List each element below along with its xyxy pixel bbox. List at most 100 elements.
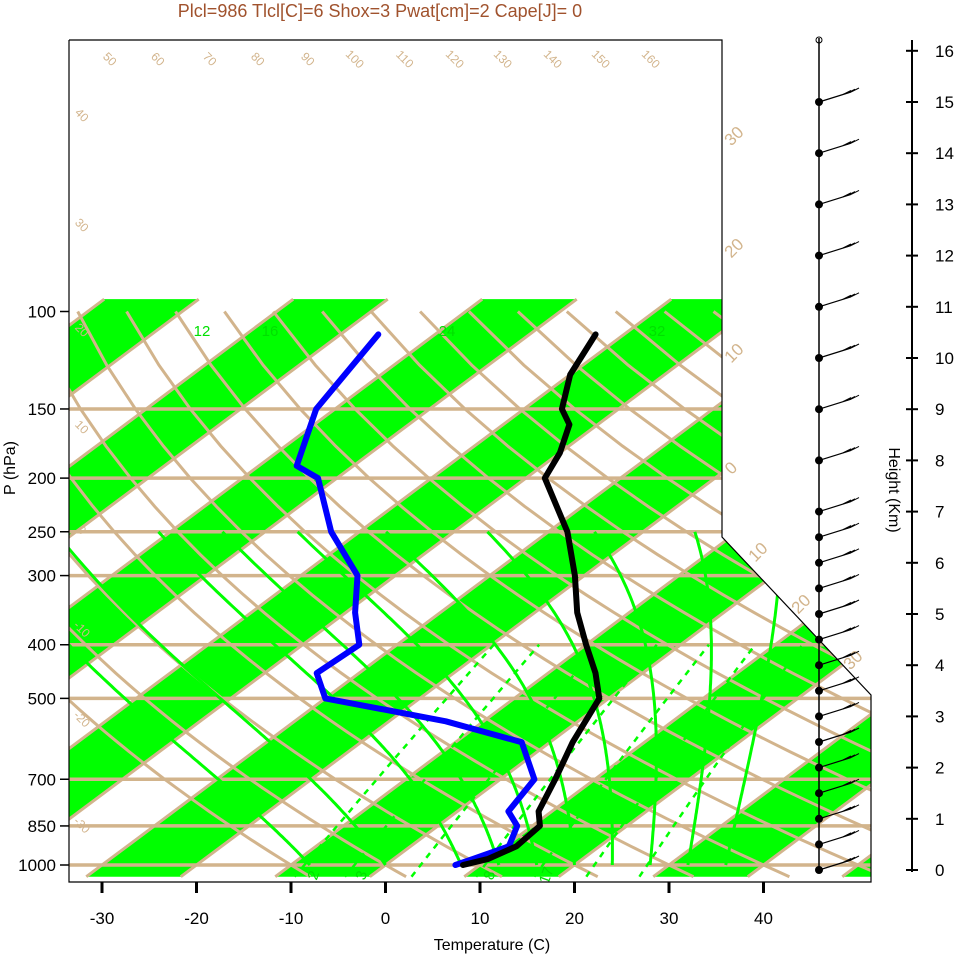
- isotherm-band: [69, 299, 577, 877]
- wind-barb-feather: [846, 498, 856, 504]
- wind-barb-feather: [842, 729, 852, 735]
- pressure-tick-label: 700: [28, 770, 56, 789]
- wind-barb: [818, 680, 852, 692]
- dry-adiabat-line: [69, 310, 599, 879]
- dry-adiabat-label: 150: [589, 47, 613, 71]
- dry-adiabat-line: [272, 310, 871, 879]
- x-axis-label: Temperature (C): [434, 937, 550, 954]
- wind-barb-feather: [842, 704, 852, 710]
- wind-barb: [818, 245, 852, 257]
- moist-adiabat-label: 24: [439, 323, 456, 340]
- wind-barb-feather: [842, 806, 852, 812]
- wind-barb-feather: [846, 856, 856, 862]
- wind-barb: [818, 526, 852, 538]
- pressure-tick-label: 150: [28, 400, 56, 419]
- wind-barb-feather: [842, 755, 852, 761]
- wind-barb-feather: [842, 294, 852, 300]
- wind-barb: [818, 859, 852, 871]
- height-tick-label: 0: [935, 861, 944, 880]
- pressure-tick-label: 300: [28, 567, 56, 586]
- wind-barb-feather: [846, 651, 856, 657]
- wind-barb-feather: [842, 345, 852, 351]
- wind-barb-feather: [846, 191, 856, 197]
- pressure-tick-label: 500: [28, 689, 56, 708]
- isotherm-right-label: 0: [721, 458, 741, 478]
- wind-barb-feather: [846, 703, 856, 709]
- isotherm-line: [69, 297, 389, 878]
- isotherm-line: [937, 299, 961, 877]
- wind-barb-feather: [850, 138, 860, 144]
- mixing-ratio-line: [533, 643, 710, 878]
- dry-adiabat-line: [859, 310, 871, 879]
- wind-barb: [818, 808, 852, 820]
- dry-adiabat-line: [69, 310, 503, 879]
- moist-adiabat-line: [221, 530, 501, 866]
- wind-barb: [818, 705, 852, 717]
- wind-barb-feather: [842, 243, 852, 249]
- isotherm-right-label: 10: [721, 340, 748, 367]
- wind-barb-feather: [842, 857, 852, 863]
- temperature-tick-label: -10: [279, 909, 304, 928]
- isotherm-right-label: 20: [721, 235, 748, 262]
- wind-barb: [818, 91, 852, 103]
- dewpoint-profile: [293, 331, 538, 868]
- wind-barb-feather: [846, 805, 856, 811]
- moisture-labels: 12 16 24 322 3 8 17: [194, 323, 666, 882]
- dry-adiabat-label: 80: [248, 49, 268, 69]
- wind-top-marker: [815, 36, 823, 44]
- wind-barb-feather: [842, 627, 852, 633]
- plot-area: 50 60 70 80 90 100 110 120 130 140 150 160 40302010…: [0, 47, 961, 882]
- wind-barb-feather: [846, 677, 856, 683]
- height-tick-label: 2: [935, 759, 944, 778]
- wind-barb-feather: [842, 499, 852, 505]
- wind-barb-feather: [842, 576, 852, 582]
- moist-adiabat-line: [157, 530, 463, 866]
- dry-adiabat-label: 50: [100, 49, 120, 69]
- wind-barb-feather: [842, 832, 852, 838]
- moist-adiabat-label: 16: [262, 323, 279, 340]
- wind-barb-feather: [842, 397, 852, 403]
- isotherm-right-label: 30: [840, 647, 867, 674]
- wind-barb-feather: [850, 778, 860, 784]
- dry-adiabat-label: 130: [491, 47, 515, 71]
- wind-barb-feather: [850, 497, 860, 503]
- wind-barb-feather: [846, 779, 856, 785]
- wind-barb-feather: [842, 678, 852, 684]
- isotherm-right-label: 30: [721, 123, 748, 150]
- wind-barb-feather: [850, 727, 860, 733]
- moist-adiabat-label: 32: [649, 323, 666, 340]
- height-axis-label: Height (Km): [885, 447, 902, 532]
- height-tick-label: 10: [935, 349, 954, 368]
- wind-barb: [818, 296, 852, 308]
- wind-barb-feather: [850, 522, 860, 528]
- height-tick-label: 9: [935, 400, 944, 419]
- mixing-ratio-line: [410, 643, 600, 878]
- temperature-tick-label: 0: [381, 909, 390, 928]
- moist-adiabat-line: [385, 530, 576, 866]
- wind-barb: [818, 577, 852, 589]
- dry-adiabat-line: [909, 312, 961, 877]
- wind-barb-feather: [846, 88, 856, 94]
- wind-barb-feather: [842, 525, 852, 531]
- wind-barb-feather: [846, 754, 856, 760]
- height-tick-label: 3: [935, 707, 944, 726]
- wind-barb: [818, 629, 852, 641]
- isotherm-label: -30: [71, 814, 93, 836]
- wind-barb-panel: [815, 36, 860, 874]
- wind-barb-feather: [842, 192, 852, 198]
- pressure-tick-label: 850: [28, 817, 56, 836]
- isotherm-label: -20: [71, 708, 93, 730]
- wind-barb: [818, 193, 852, 205]
- height-tick-label: 13: [935, 195, 954, 214]
- isotherm-band: [0, 299, 10, 877]
- isotherm-line: [69, 297, 200, 878]
- height-tick-label: 7: [935, 503, 944, 522]
- wind-barb-feather: [846, 139, 856, 145]
- dry-adiabat-label: 140: [541, 47, 565, 71]
- wind-barb-feather: [846, 242, 856, 248]
- wind-barb-feather: [850, 701, 860, 707]
- wind-barb-feather: [846, 600, 856, 606]
- moist-adiabat-lines: [69, 530, 783, 867]
- isotherm-band: [69, 299, 766, 877]
